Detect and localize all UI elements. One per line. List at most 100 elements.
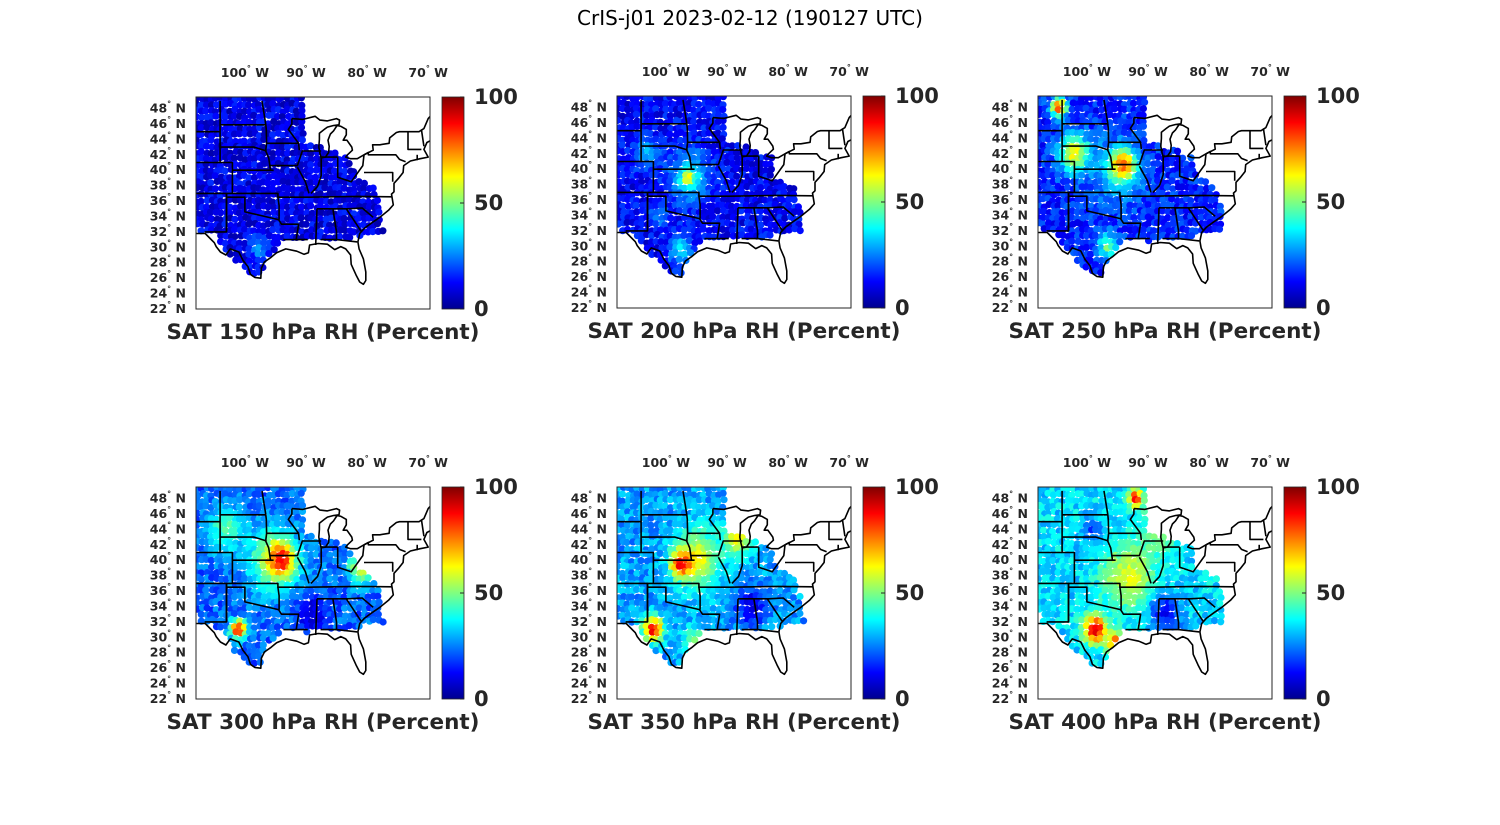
rh-point <box>647 521 655 529</box>
rh-point <box>1054 135 1062 143</box>
rh-point <box>704 148 712 156</box>
rh-point <box>1068 592 1076 600</box>
rh-point <box>278 539 287 547</box>
rh-point <box>677 136 685 145</box>
lat-tick-label: 22° N <box>571 690 607 706</box>
rh-point <box>1068 213 1076 221</box>
rh-point <box>264 610 272 618</box>
rh-point <box>680 593 688 601</box>
lat-tick-label: 30° N <box>150 628 186 644</box>
rh-point <box>686 616 694 624</box>
boundary-line <box>232 192 393 198</box>
rh-point <box>1072 497 1080 505</box>
rh-point <box>245 97 253 103</box>
rh-point <box>728 532 736 541</box>
rh-point <box>671 520 679 528</box>
boundary-line <box>741 598 759 631</box>
colorbar-tick-label: 100 <box>1316 84 1360 108</box>
lat-tick-label: 24° N <box>150 285 186 301</box>
rh-point <box>780 209 788 217</box>
rh-point <box>1097 550 1105 558</box>
lat-tick-label: 44° N <box>992 129 1028 145</box>
rh-point <box>695 496 703 504</box>
rh-point <box>326 616 334 624</box>
rh-point <box>1072 514 1081 522</box>
rh-point <box>1207 592 1215 600</box>
boundary-line <box>226 586 308 631</box>
rh-point <box>617 116 621 125</box>
rh-point <box>662 617 670 625</box>
rh-point <box>1202 574 1210 582</box>
rh-point <box>661 502 669 510</box>
rh-point <box>207 215 215 223</box>
rh-point <box>226 514 234 522</box>
boundary-line <box>712 114 851 159</box>
lat-tick-label: 24° N <box>992 284 1028 300</box>
rh-point <box>794 616 803 625</box>
rh-point <box>369 587 377 595</box>
rh-point <box>373 196 381 204</box>
rh-point <box>1044 489 1052 497</box>
rh-point <box>1125 130 1133 138</box>
lon-tick-label: 100° W <box>221 64 269 80</box>
rh-point <box>340 555 349 564</box>
rh-point <box>680 226 688 234</box>
rh-point <box>718 550 726 558</box>
lat-tick-label: 24° N <box>571 284 607 300</box>
rh-point <box>632 110 640 118</box>
rh-point <box>705 166 713 174</box>
rh-point <box>326 575 334 583</box>
rh-point <box>1044 147 1052 155</box>
rh-point <box>1082 232 1091 240</box>
rh-point <box>270 246 278 254</box>
panel-title: SAT 350 hPa RH (Percent) <box>588 710 901 735</box>
boundary-line <box>364 171 394 182</box>
rh-point <box>647 514 655 522</box>
rh-point <box>1139 111 1147 119</box>
rh-point <box>279 177 287 185</box>
rh-point <box>694 142 702 150</box>
rh-point <box>624 587 632 595</box>
boundary-line <box>310 547 322 584</box>
rh-point <box>345 622 353 630</box>
rh-point <box>1082 104 1090 112</box>
rh-point <box>265 250 273 258</box>
rh-point <box>203 142 211 150</box>
rh-point <box>283 105 291 114</box>
rh-point <box>245 220 253 228</box>
lat-tick-label: 44° N <box>150 130 186 146</box>
rh-point <box>345 195 353 203</box>
boundary-line <box>1159 206 1216 217</box>
rh-point <box>646 96 655 103</box>
rh-point <box>1125 165 1133 173</box>
lat-tick-label: 48° N <box>150 490 186 506</box>
rh-point <box>651 123 659 131</box>
rh-point <box>230 610 238 618</box>
rh-point <box>675 99 683 107</box>
rh-point <box>231 573 239 582</box>
rh-point <box>714 569 722 577</box>
rh-point <box>1187 581 1195 589</box>
rh-point <box>298 101 306 109</box>
rh-point <box>761 623 769 631</box>
rh-point <box>1192 598 1200 607</box>
lat-tick-label: 40° N <box>571 551 607 567</box>
rh-point <box>1097 502 1105 511</box>
rh-point <box>331 580 339 588</box>
rh-point <box>1115 201 1124 209</box>
rh-point <box>1150 563 1158 571</box>
rh-point <box>657 586 665 594</box>
rh-point <box>306 142 315 150</box>
rh-point <box>197 197 205 205</box>
rh-point <box>326 598 334 606</box>
rh-point <box>747 231 755 239</box>
rh-point <box>695 487 703 492</box>
lat-tick-label: 40° N <box>150 161 186 177</box>
rh-point <box>666 117 674 125</box>
rh-point <box>265 574 273 583</box>
boundary-line <box>784 150 827 162</box>
rh-point <box>230 225 239 234</box>
boundary-line <box>738 206 795 217</box>
rh-point <box>240 118 248 126</box>
rh-point <box>346 233 354 241</box>
